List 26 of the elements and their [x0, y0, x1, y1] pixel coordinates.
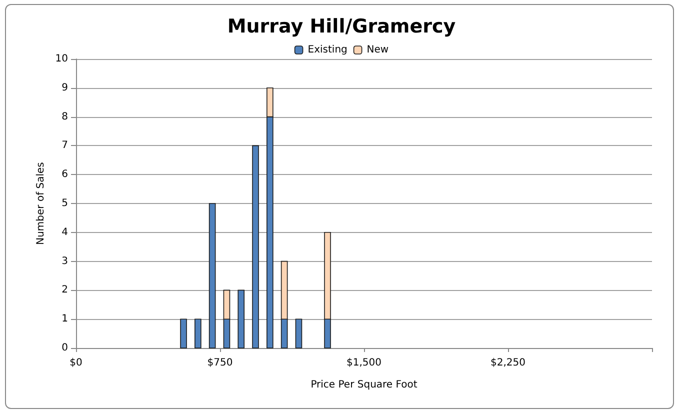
bar — [194, 318, 202, 348]
y-tick-label: 6 — [62, 169, 68, 180]
legend-label: Existing — [308, 44, 348, 56]
y-tick-label: 9 — [62, 82, 68, 94]
bar — [208, 203, 216, 348]
x-tick-label: $0 — [70, 358, 82, 368]
y-axis-title: Number of Sales — [36, 162, 46, 245]
legend-label: New — [366, 44, 389, 56]
y-tick-label: 7 — [62, 140, 68, 152]
chart-title: Murray Hill/Gramercy — [227, 16, 456, 38]
y-tick-label: 1 — [62, 314, 68, 325]
y-tick-label: 5 — [62, 198, 68, 209]
y-tick-label: 3 — [62, 256, 68, 267]
x-tick-label: $750 — [207, 358, 233, 368]
x-tick-label: $2,250 — [490, 358, 526, 368]
x-axis-title: Price Per Square Foot — [310, 380, 418, 390]
bar — [180, 318, 187, 348]
bar — [252, 145, 259, 348]
y-tick-label: 0 — [62, 342, 68, 354]
y-tick-label: 2 — [62, 284, 68, 296]
y-tick-label: 10 — [55, 54, 68, 64]
bar — [295, 318, 302, 348]
y-tick-label: 8 — [62, 111, 68, 122]
bar — [238, 290, 245, 348]
x-tick-label: $1,500 — [346, 358, 382, 368]
y-tick-label: 4 — [62, 226, 68, 238]
